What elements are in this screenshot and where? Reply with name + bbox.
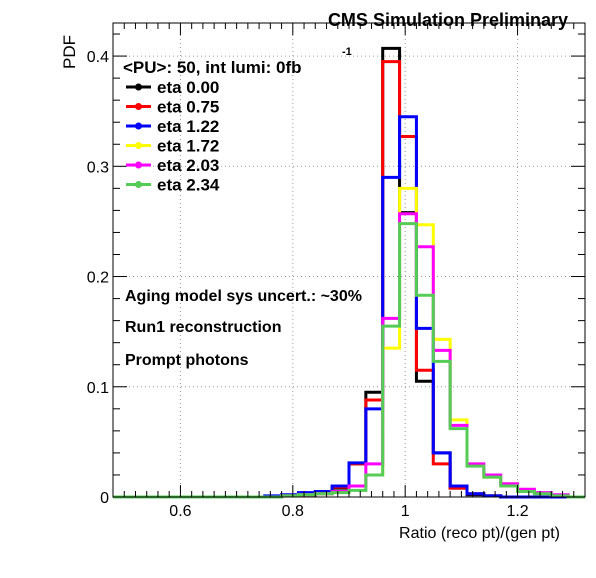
y-tick-label: 0 — [100, 490, 109, 507]
x-tick-label: 1 — [401, 503, 410, 520]
tick-layer — [113, 23, 585, 498]
series-eta-1-72 — [113, 186, 585, 499]
annotation-prompt: Prompt photons — [125, 352, 249, 369]
y-tick-label: 0.3 — [87, 159, 109, 176]
chart-title: CMS Simulation Preliminary — [328, 10, 568, 30]
legend-marker-eta-2-03 — [135, 161, 142, 169]
x-tick-label: 1.2 — [506, 503, 528, 520]
legend-header-superscript: -1 — [342, 46, 352, 58]
y-axis-label: PDF — [60, 35, 79, 69]
x-tick-label: 0.6 — [169, 503, 191, 520]
legend-label-eta-2-03: eta 2.03 — [157, 156, 219, 175]
annotation-run1: Run1 reconstruction — [125, 319, 281, 336]
x-axis-label: Ratio (reco pt)/(gen pt) — [399, 525, 560, 542]
legend-marker-eta-0-00 — [135, 83, 142, 91]
legend-label-eta-0-75: eta 0.75 — [157, 98, 219, 117]
tick-label-layer: 0.6 0.8 1 1.2 0 0.1 0.2 0.3 0.4 — [87, 49, 529, 520]
annotation-aging: Aging model sys uncert.: ~30% — [125, 288, 362, 305]
grid-layer — [113, 23, 585, 497]
legend-marker-eta-1-22 — [135, 122, 142, 130]
legend-header-text: <PU>: 50, int lumi: 0fb — [123, 58, 302, 77]
y-tick-label: 0.1 — [87, 380, 109, 397]
legend-header: <PU>: 50, int lumi: 0fb — [123, 58, 302, 77]
legend-label-eta-1-22: eta 1.22 — [157, 117, 219, 136]
y-tick-label: 0.2 — [87, 270, 109, 287]
legend-label-eta-1-72: eta 1.72 — [157, 137, 219, 156]
legend-label-eta-0-00: eta 0.00 — [157, 78, 219, 97]
x-tick-label: 0.8 — [282, 503, 304, 520]
legend-marker-eta-1-72 — [135, 142, 142, 149]
legend-label-eta-2-34: eta 2.34 — [157, 176, 220, 195]
legend-marker-eta-2-34 — [135, 181, 142, 188]
legend-marker-eta-0-75 — [135, 103, 142, 110]
y-tick-label: 0.4 — [87, 49, 109, 66]
